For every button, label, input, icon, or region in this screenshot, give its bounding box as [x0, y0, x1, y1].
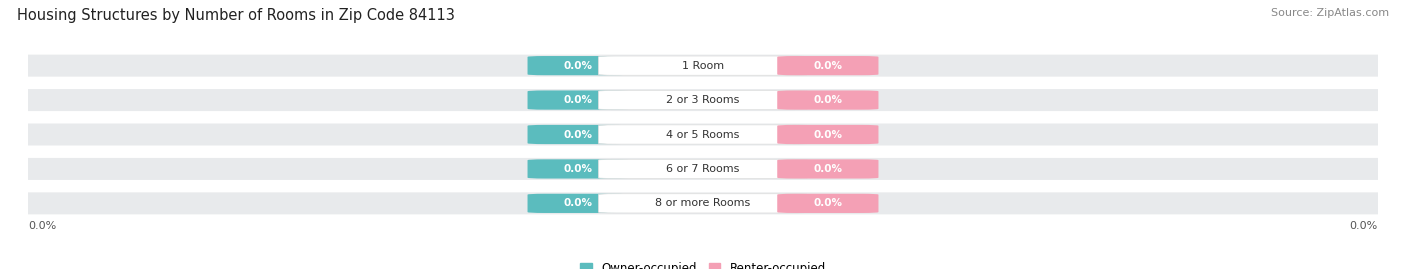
FancyBboxPatch shape	[527, 90, 628, 110]
Text: 0.0%: 0.0%	[564, 198, 593, 208]
FancyBboxPatch shape	[778, 56, 879, 75]
Text: 0.0%: 0.0%	[1350, 221, 1378, 231]
FancyBboxPatch shape	[778, 159, 879, 179]
FancyBboxPatch shape	[599, 56, 807, 75]
Text: Housing Structures by Number of Rooms in Zip Code 84113: Housing Structures by Number of Rooms in…	[17, 8, 454, 23]
Text: 0.0%: 0.0%	[813, 95, 842, 105]
Text: 0.0%: 0.0%	[813, 61, 842, 71]
Text: 0.0%: 0.0%	[813, 129, 842, 140]
Text: 0.0%: 0.0%	[564, 129, 593, 140]
FancyBboxPatch shape	[778, 194, 879, 213]
Text: 0.0%: 0.0%	[564, 164, 593, 174]
FancyBboxPatch shape	[599, 194, 807, 213]
Text: 8 or more Rooms: 8 or more Rooms	[655, 198, 751, 208]
Text: 0.0%: 0.0%	[813, 164, 842, 174]
Text: 0.0%: 0.0%	[564, 95, 593, 105]
FancyBboxPatch shape	[1, 122, 1405, 147]
FancyBboxPatch shape	[1, 88, 1405, 112]
Text: 0.0%: 0.0%	[564, 61, 593, 71]
FancyBboxPatch shape	[1, 54, 1405, 78]
Text: 6 or 7 Rooms: 6 or 7 Rooms	[666, 164, 740, 174]
FancyBboxPatch shape	[527, 194, 628, 213]
Legend: Owner-occupied, Renter-occupied: Owner-occupied, Renter-occupied	[575, 258, 831, 269]
FancyBboxPatch shape	[778, 90, 879, 110]
FancyBboxPatch shape	[778, 125, 879, 144]
FancyBboxPatch shape	[527, 125, 628, 144]
FancyBboxPatch shape	[599, 125, 807, 144]
Text: 0.0%: 0.0%	[28, 221, 56, 231]
FancyBboxPatch shape	[527, 159, 628, 179]
Text: Source: ZipAtlas.com: Source: ZipAtlas.com	[1271, 8, 1389, 18]
Text: 2 or 3 Rooms: 2 or 3 Rooms	[666, 95, 740, 105]
FancyBboxPatch shape	[1, 157, 1405, 181]
Text: 4 or 5 Rooms: 4 or 5 Rooms	[666, 129, 740, 140]
FancyBboxPatch shape	[527, 56, 628, 75]
FancyBboxPatch shape	[1, 191, 1405, 215]
Text: 0.0%: 0.0%	[813, 198, 842, 208]
FancyBboxPatch shape	[599, 90, 807, 110]
Text: 1 Room: 1 Room	[682, 61, 724, 71]
FancyBboxPatch shape	[599, 159, 807, 179]
